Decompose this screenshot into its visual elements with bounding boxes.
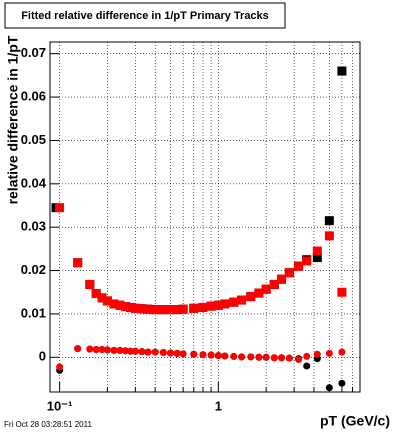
y-tick-label: 0.01 — [21, 305, 46, 320]
point — [338, 348, 346, 356]
point — [338, 379, 346, 387]
point — [73, 258, 83, 268]
point — [295, 355, 303, 363]
x-tick-label: 1 — [215, 398, 222, 413]
y-tick-label: 0.05 — [21, 132, 46, 147]
point — [199, 351, 207, 359]
point — [254, 288, 264, 298]
point — [337, 66, 347, 76]
point — [229, 297, 239, 307]
point — [103, 346, 111, 354]
point — [166, 305, 176, 315]
point — [167, 349, 175, 357]
y-tick-label: 0.02 — [21, 262, 46, 277]
point — [151, 348, 159, 356]
point — [56, 363, 64, 371]
point — [220, 299, 230, 309]
point — [190, 350, 198, 358]
point — [313, 350, 321, 358]
point — [207, 351, 215, 359]
x-axis-label: pT (GeV/c) — [320, 413, 390, 429]
point — [91, 289, 101, 299]
point — [126, 302, 136, 312]
point — [238, 353, 246, 361]
point — [74, 345, 82, 353]
point — [121, 347, 129, 355]
point — [213, 300, 223, 310]
y-tick-label: 0.07 — [21, 45, 46, 60]
point — [98, 345, 106, 353]
point — [92, 345, 100, 353]
point — [158, 305, 168, 315]
y-tick-label: 0.04 — [21, 175, 47, 190]
point — [303, 352, 311, 360]
point — [198, 302, 208, 312]
point — [221, 352, 229, 360]
point — [143, 304, 153, 314]
plot-frame — [49, 41, 361, 393]
point — [269, 279, 279, 289]
point — [337, 287, 347, 297]
point — [115, 300, 125, 310]
timestamp: Fri Oct 28 03:28:51 2011 — [4, 420, 92, 429]
point — [237, 295, 247, 305]
point — [255, 353, 263, 361]
point — [131, 347, 139, 355]
point — [312, 246, 322, 256]
point — [150, 305, 160, 315]
point — [97, 293, 107, 303]
point — [284, 268, 294, 278]
point — [277, 274, 287, 284]
point — [55, 203, 65, 213]
point — [172, 305, 182, 315]
point — [324, 231, 334, 241]
point — [285, 354, 293, 362]
point — [247, 353, 255, 361]
y-tick-label: 0 — [39, 349, 46, 364]
point — [230, 352, 238, 360]
point — [270, 354, 278, 362]
chart-title: Fitted relative difference in 1/pT Prima… — [21, 10, 269, 22]
point — [278, 354, 286, 362]
title-box — [4, 2, 286, 29]
point — [130, 303, 140, 313]
point — [138, 348, 146, 356]
point — [85, 279, 95, 289]
point — [262, 353, 270, 361]
x-tick-label: 10⁻¹ — [47, 398, 73, 413]
point — [294, 261, 304, 271]
point — [110, 346, 118, 354]
point — [312, 253, 322, 263]
point — [246, 292, 256, 302]
point — [86, 345, 94, 353]
point — [137, 304, 147, 314]
point — [206, 301, 216, 311]
point — [178, 304, 188, 314]
point — [179, 350, 187, 358]
point — [325, 384, 333, 392]
point — [303, 362, 311, 370]
point — [109, 299, 119, 309]
point — [102, 296, 112, 306]
y-tick-label: 0.06 — [21, 89, 46, 104]
point — [325, 349, 333, 357]
point — [261, 284, 271, 294]
point — [159, 349, 167, 357]
point — [116, 346, 124, 354]
y-axis-label: relative difference in 1/pT — [5, 35, 21, 204]
point — [120, 302, 130, 312]
point — [214, 352, 222, 360]
point — [189, 303, 199, 313]
y-tick-label: 0.03 — [21, 219, 46, 234]
point — [144, 348, 152, 356]
point — [324, 216, 334, 226]
point — [173, 349, 181, 357]
point — [302, 256, 312, 266]
